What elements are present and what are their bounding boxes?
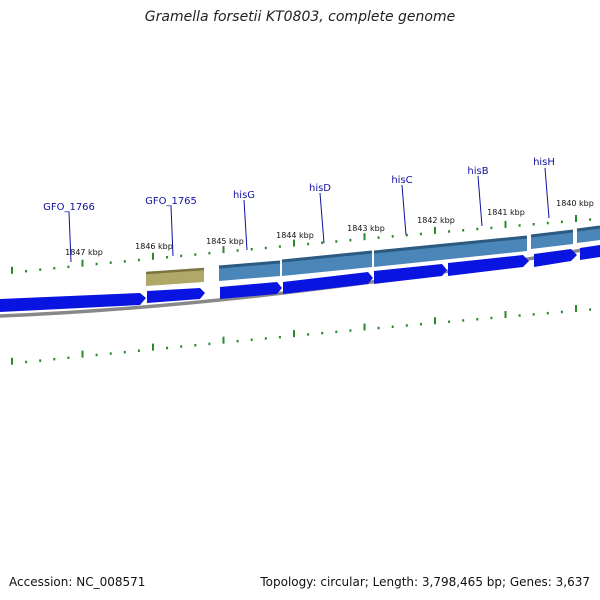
gene-label-hish[interactable]: hisH bbox=[533, 157, 555, 168]
lower-scale-ticks bbox=[11, 305, 592, 365]
cds-arrow-6[interactable] bbox=[448, 255, 529, 276]
scale-label: 1845 kbp bbox=[206, 237, 244, 246]
gene-feature-block-5[interactable] bbox=[577, 227, 600, 243]
gene-leader-lines bbox=[68, 167, 550, 263]
cds-arrow-7[interactable] bbox=[534, 249, 577, 267]
cds-arrow-2[interactable] bbox=[147, 288, 205, 303]
gene-feature-block-2[interactable] bbox=[282, 252, 372, 276]
genome-summary-text: Topology: circular; Length: 3,798,465 bp… bbox=[260, 575, 590, 589]
gene-feature-block-3[interactable] bbox=[374, 237, 527, 267]
upper-scale-ticks bbox=[11, 215, 592, 274]
cds-arrow-5[interactable] bbox=[374, 264, 447, 284]
map-title: Gramella forsetii KT0803, complete genom… bbox=[144, 9, 456, 25]
cds-arrow-1[interactable] bbox=[0, 293, 146, 312]
cds-arrow-4[interactable] bbox=[283, 272, 373, 294]
scale-label: 1846 kbp bbox=[135, 242, 173, 251]
gene-label-hisd[interactable]: hisD bbox=[309, 183, 331, 194]
scale-label: 1840 kbp bbox=[556, 199, 594, 208]
gene-label-gfo-1765[interactable]: GFO_1765 bbox=[145, 196, 197, 207]
gene-label-hisc[interactable]: hisC bbox=[391, 175, 412, 186]
accession-text: Accession: NC_008571 bbox=[9, 575, 146, 589]
gene-label-hisb[interactable]: hisB bbox=[467, 166, 488, 177]
scale-label: 1847 kbp bbox=[65, 248, 103, 257]
cds-arrow-8[interactable] bbox=[580, 245, 600, 260]
cds-arrow-3[interactable] bbox=[220, 282, 282, 299]
gene-feature-top-edge bbox=[218, 225, 600, 269]
scale-label: 1841 kbp bbox=[487, 208, 525, 217]
gene-label-hisg[interactable]: hisG bbox=[233, 190, 255, 201]
scale-label: 1844 kbp bbox=[276, 231, 314, 240]
scale-label: 1843 kbp bbox=[347, 224, 385, 233]
gene-label-gfo-1766[interactable]: GFO_1766 bbox=[43, 202, 95, 213]
misc-feature-top-edge bbox=[145, 267, 205, 275]
scale-label: 1842 kbp bbox=[417, 216, 455, 225]
